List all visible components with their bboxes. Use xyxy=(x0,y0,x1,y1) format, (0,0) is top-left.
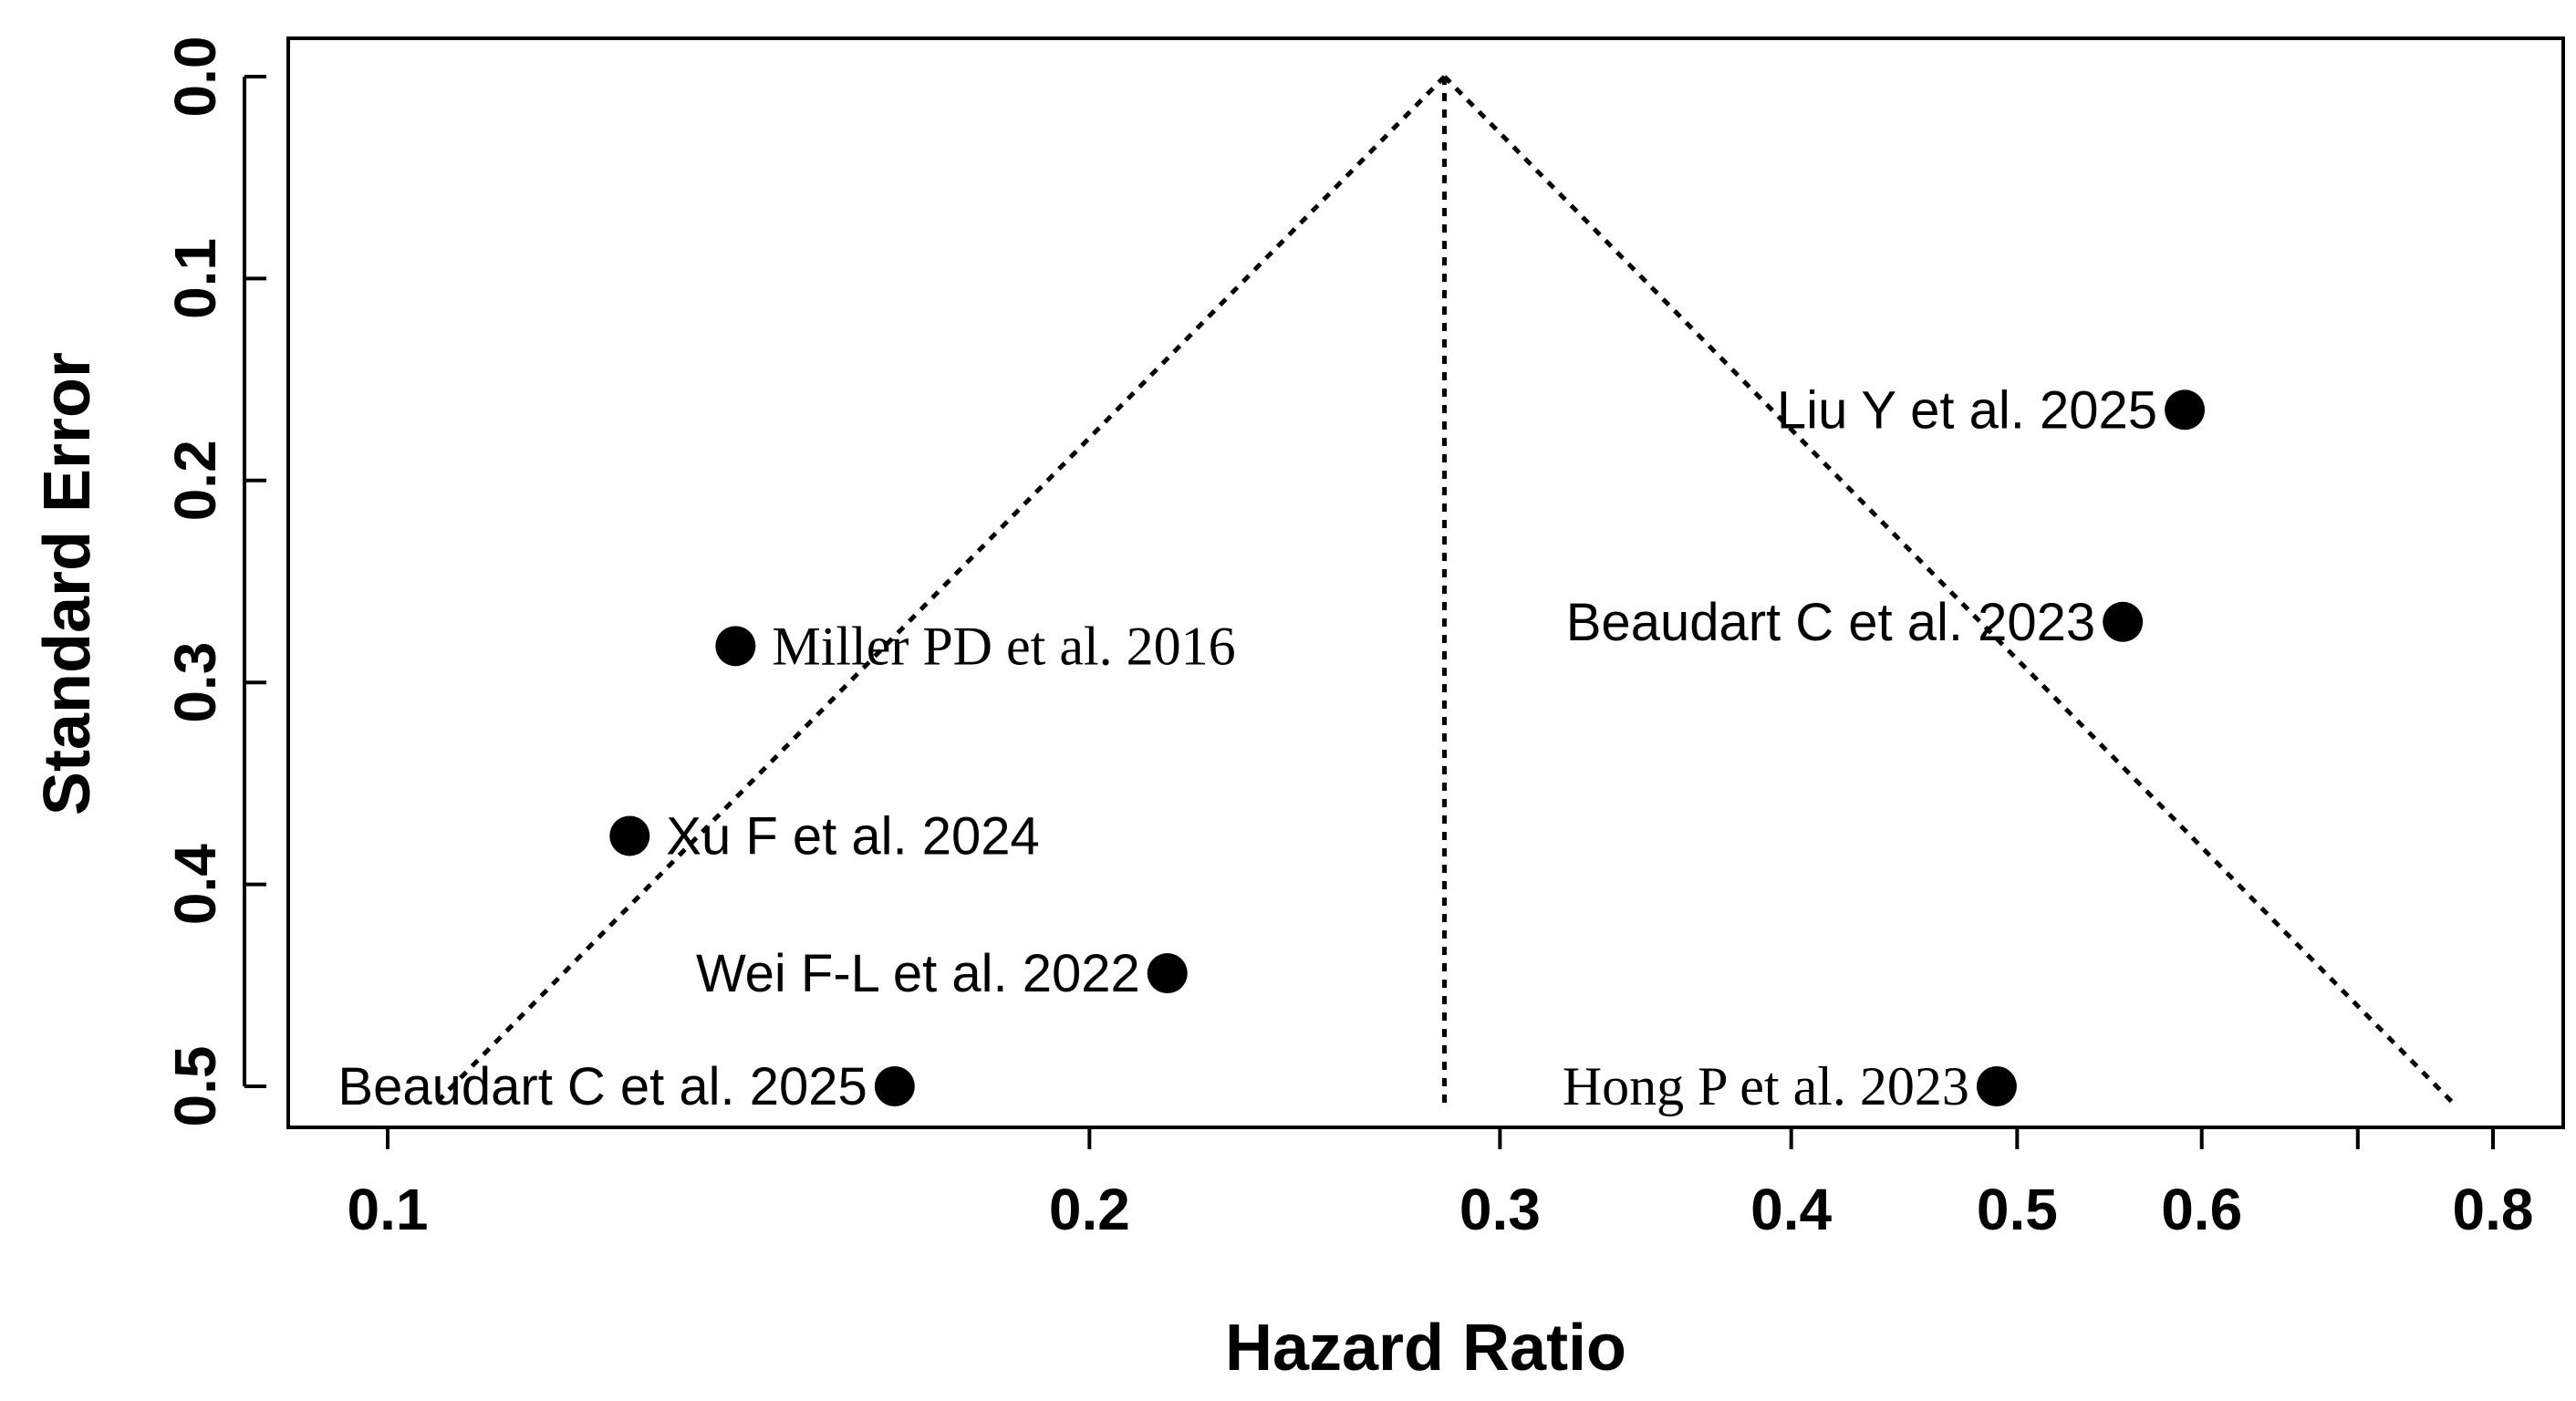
x-axis: 0.1 0.2 0.3 0.4 0.5 0.6 0.8 xyxy=(348,1127,2534,1242)
study-label: Beaudart C et al. 2025 xyxy=(338,1057,867,1116)
y-axis-title: Standard Error xyxy=(31,352,104,815)
study-label: Xu F et al. 2024 xyxy=(666,806,1039,866)
x-tick-label: 0.4 xyxy=(1750,1177,1832,1242)
study-point xyxy=(2165,389,2206,431)
study-label: Hong P et al. 2023 xyxy=(1563,1056,1969,1116)
y-tick-label: 0.4 xyxy=(162,844,228,925)
y-tick-label: 0.1 xyxy=(162,238,228,319)
study-label: Liu Y et al. 2025 xyxy=(1777,380,2157,440)
y-axis: 0.0 0.1 0.2 0.3 0.4 0.5 xyxy=(162,36,266,1127)
funnel-left-boundary xyxy=(431,75,1447,1108)
data-points: Liu Y et al. 2025 Beaudart C et al. 2023 M… xyxy=(338,380,2206,1116)
y-tick-label: 0.3 xyxy=(162,642,228,723)
study-point xyxy=(1147,953,1188,994)
x-tick-label: 0.8 xyxy=(2453,1177,2534,1242)
study-point xyxy=(2103,601,2144,642)
y-tick-label: 0.2 xyxy=(162,440,228,521)
x-tick-label: 0.5 xyxy=(1977,1177,2058,1242)
study-point xyxy=(1976,1066,2017,1106)
study-label: Beaudart C et al. 2023 xyxy=(1566,593,2095,652)
study-label: Miller PD et al. 2016 xyxy=(772,616,1235,676)
study-point xyxy=(609,815,650,856)
y-tick-label: 0.0 xyxy=(162,36,228,118)
funnel-right-boundary xyxy=(1442,75,2458,1108)
x-tick-label: 0.1 xyxy=(348,1177,429,1242)
study-point xyxy=(874,1066,915,1106)
x-tick-label: 0.3 xyxy=(1459,1177,1541,1242)
x-tick-label: 0.2 xyxy=(1049,1177,1130,1242)
x-tick-label: 0.6 xyxy=(2161,1177,2242,1242)
funnel-lines xyxy=(431,75,2458,1108)
x-axis-title: Hazard Ratio xyxy=(1225,1312,1626,1385)
plot-frame xyxy=(286,36,2565,1129)
y-tick-label: 0.5 xyxy=(162,1046,228,1127)
study-point xyxy=(715,626,756,667)
study-label: Wei F-L et al. 2022 xyxy=(696,944,1140,1003)
